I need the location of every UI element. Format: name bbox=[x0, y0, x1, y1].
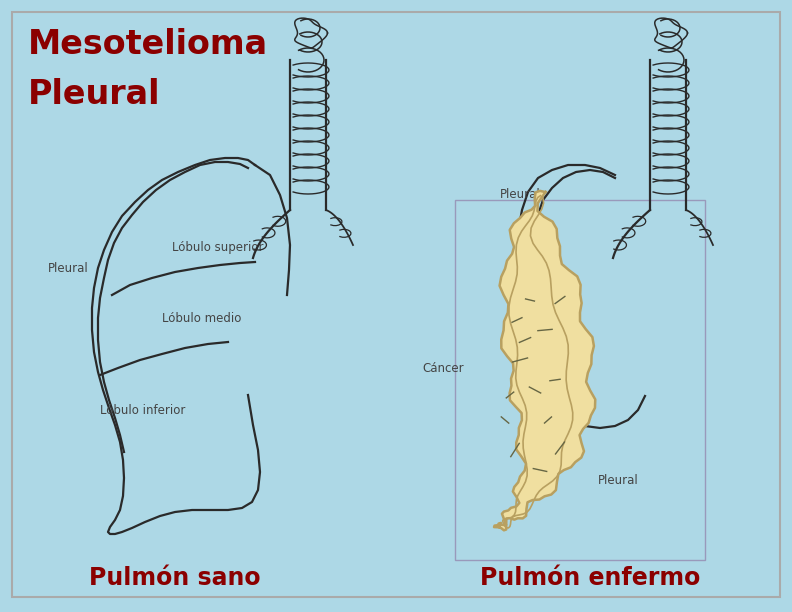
Bar bbox=[455, 200, 705, 560]
Text: Cáncer: Cáncer bbox=[422, 362, 463, 375]
Polygon shape bbox=[655, 18, 687, 48]
Text: Mesotelioma: Mesotelioma bbox=[28, 28, 268, 61]
Text: Pleural: Pleural bbox=[598, 474, 639, 487]
Text: Lóbulo superior: Lóbulo superior bbox=[172, 242, 264, 255]
Text: Lóbulo inferior: Lóbulo inferior bbox=[100, 403, 185, 417]
Text: Pleural: Pleural bbox=[28, 78, 161, 111]
Text: Lóbulo medio: Lóbulo medio bbox=[162, 312, 242, 324]
Text: Pleural: Pleural bbox=[500, 188, 541, 201]
Polygon shape bbox=[494, 191, 596, 531]
Polygon shape bbox=[295, 18, 328, 48]
Text: Pulmón enfermo: Pulmón enfermo bbox=[480, 566, 700, 590]
Text: Pleural: Pleural bbox=[48, 261, 89, 275]
Text: Pulmón sano: Pulmón sano bbox=[89, 566, 261, 590]
